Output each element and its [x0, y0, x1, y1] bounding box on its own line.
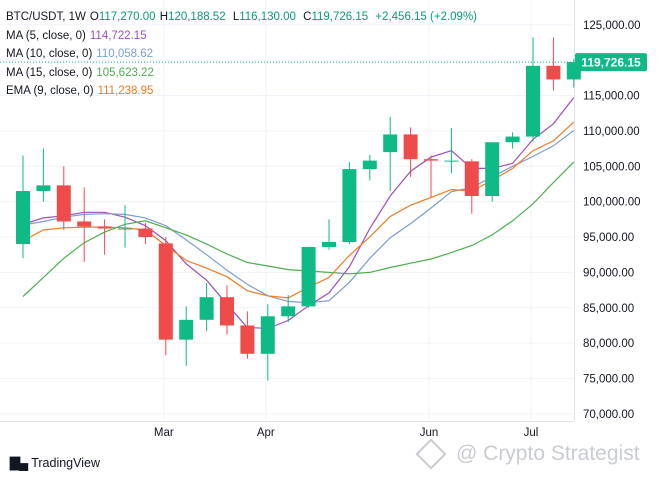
indicator-ma15[interactable]: MA (15, close, 0) 105,623.22	[6, 64, 481, 83]
candle-up[interactable]	[505, 136, 520, 143]
ohlc-close: C119,726.15	[303, 11, 369, 23]
symbol-label[interactable]: BTC/USDT, 1W	[6, 11, 86, 23]
y-tick-label: 110,000.00	[583, 126, 640, 138]
candle-down[interactable]	[403, 134, 418, 160]
candle-up[interactable]	[485, 142, 500, 196]
indicator-label: MA (15, close, 0)	[6, 66, 93, 79]
tradingview-logo-text: TradingView	[31, 456, 101, 470]
candle-up[interactable]	[362, 160, 377, 170]
indicator-label: EMA (9, close, 0)	[6, 85, 94, 97]
x-tick-label: Jul	[524, 427, 539, 439]
series-line	[22, 130, 575, 304]
indicator-ma10[interactable]: MA (10, close, 0) 110,058.62	[6, 45, 481, 64]
x-tick-label: Jun	[420, 427, 439, 439]
candle-up[interactable]	[322, 241, 336, 247]
candle-up[interactable]	[383, 134, 398, 153]
candle-down[interactable]	[240, 325, 255, 354]
candle-up[interactable]	[199, 297, 214, 320]
candle-up[interactable]	[16, 191, 30, 245]
indicator-ema9[interactable]: EMA (9, close, 0) 111,238.95	[6, 82, 481, 101]
series-line	[22, 97, 575, 329]
y-tick-label: 70,000.00	[583, 409, 634, 421]
price-change: +2,456.15 (+2.09%)	[375, 11, 478, 23]
candle-up[interactable]	[36, 185, 51, 192]
last-price-label: 119,726.15	[581, 56, 641, 70]
candle-down[interactable]	[138, 228, 153, 238]
watermark: @ Crypto Strategist	[415, 438, 640, 471]
ohlc-low: L116,130.00	[232, 11, 296, 23]
candle-down[interactable]	[220, 297, 234, 326]
candle-down[interactable]	[77, 221, 92, 227]
candle-down[interactable]	[56, 185, 71, 222]
y-tick-label: 95,000.00	[583, 232, 634, 244]
candle-down[interactable]	[464, 161, 479, 196]
watermark-logo-icon	[415, 438, 447, 471]
y-tick-label: 80,000.00	[583, 338, 634, 350]
watermark-text: @ Crypto Strategist	[456, 442, 640, 465]
y-tick-label: 75,000.00	[583, 374, 634, 386]
x-tick-label: Apr	[257, 427, 275, 439]
indicator-ma5[interactable]: MA (5, close, 0) 114,722.15	[6, 27, 481, 46]
y-tick-label: 85,000.00	[583, 303, 634, 315]
series-line	[22, 121, 575, 299]
indicator-label: MA (10, close, 0)	[6, 48, 93, 60]
ohlc-open: O117,270.00	[89, 11, 156, 23]
tradingview-logo-icon: ▇▄	[10, 455, 28, 470]
indicator-label: MA (5, close, 0)	[6, 29, 86, 42]
candle-down[interactable]	[424, 159, 438, 161]
y-tick-label: 125,000.00	[583, 20, 641, 32]
x-tick-label: Mar	[154, 427, 174, 439]
candle-up[interactable]	[260, 316, 275, 354]
y-tick-label: 115,000.00	[583, 91, 640, 103]
tradingview-logo[interactable]: ▇▄ TradingView	[10, 455, 100, 471]
indicator-value: 110,058.62	[96, 48, 153, 60]
indicator-value: 105,623.22	[96, 66, 154, 79]
candle-up[interactable]	[281, 306, 296, 317]
candle-up[interactable]	[444, 160, 459, 162]
indicator-value: 114,722.15	[89, 29, 147, 42]
chart-legend: BTC/USDT, 1W O117,270.00 H120,188.52 L116…	[6, 8, 481, 101]
candle-up[interactable]	[342, 169, 357, 242]
candle-up[interactable]	[526, 65, 540, 137]
candle-up[interactable]	[179, 319, 194, 340]
ohlc-high: H120,188.52	[159, 11, 226, 23]
candle-up[interactable]	[118, 228, 132, 230]
candle-down[interactable]	[97, 226, 112, 229]
y-tick-label: 90,000.00	[583, 267, 634, 279]
candle-down[interactable]	[546, 65, 561, 80]
candle-down[interactable]	[158, 243, 173, 340]
y-tick-label: 105,000.00	[583, 161, 641, 173]
last-price-tag	[575, 53, 647, 72]
candle-up[interactable]	[301, 246, 316, 307]
series-line	[22, 161, 575, 297]
y-tick-label: 100,000.00	[583, 197, 641, 209]
indicator-value: 111,238.95	[97, 85, 154, 97]
symbol-header: BTC/USDT, 1W O117,270.00 H120,188.52 L116…	[6, 8, 481, 27]
